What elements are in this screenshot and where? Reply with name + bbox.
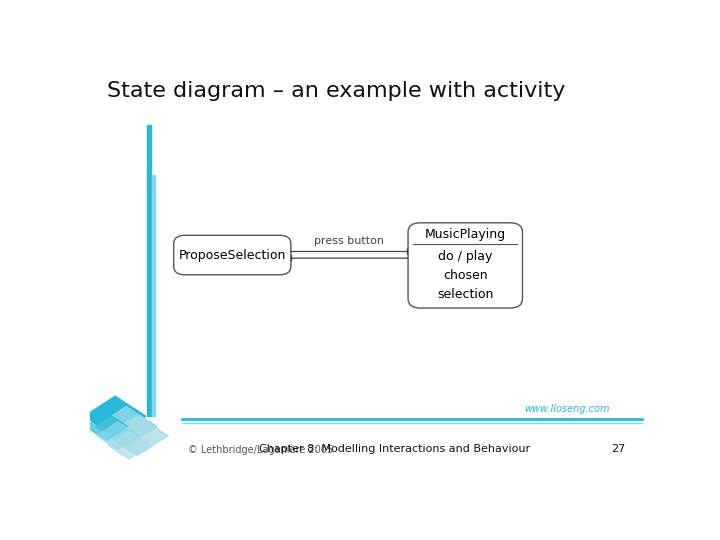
Text: State diagram – an example with activity: State diagram – an example with activity — [107, 82, 565, 102]
Polygon shape — [86, 413, 128, 440]
Text: © Lethbridge/Laganière 2005: © Lethbridge/Laganière 2005 — [188, 444, 333, 455]
FancyBboxPatch shape — [408, 223, 523, 308]
Bar — [153, 175, 156, 416]
Polygon shape — [96, 407, 157, 447]
Text: do / play
chosen
selection: do / play chosen selection — [437, 249, 493, 301]
Text: www.lloseng.com: www.lloseng.com — [524, 404, 610, 414]
Text: 27: 27 — [611, 444, 626, 455]
Polygon shape — [84, 396, 145, 436]
Polygon shape — [108, 431, 150, 459]
Polygon shape — [107, 416, 168, 456]
Text: press button: press button — [315, 235, 384, 246]
FancyBboxPatch shape — [174, 235, 291, 275]
Text: MusicPlaying: MusicPlaying — [425, 228, 506, 241]
Polygon shape — [96, 422, 139, 449]
Text: ProposeSelection: ProposeSelection — [179, 248, 286, 261]
Text: Chapter 8: Modelling Interactions and Behaviour: Chapter 8: Modelling Interactions and Be… — [258, 444, 530, 455]
Bar — [148, 125, 150, 416]
